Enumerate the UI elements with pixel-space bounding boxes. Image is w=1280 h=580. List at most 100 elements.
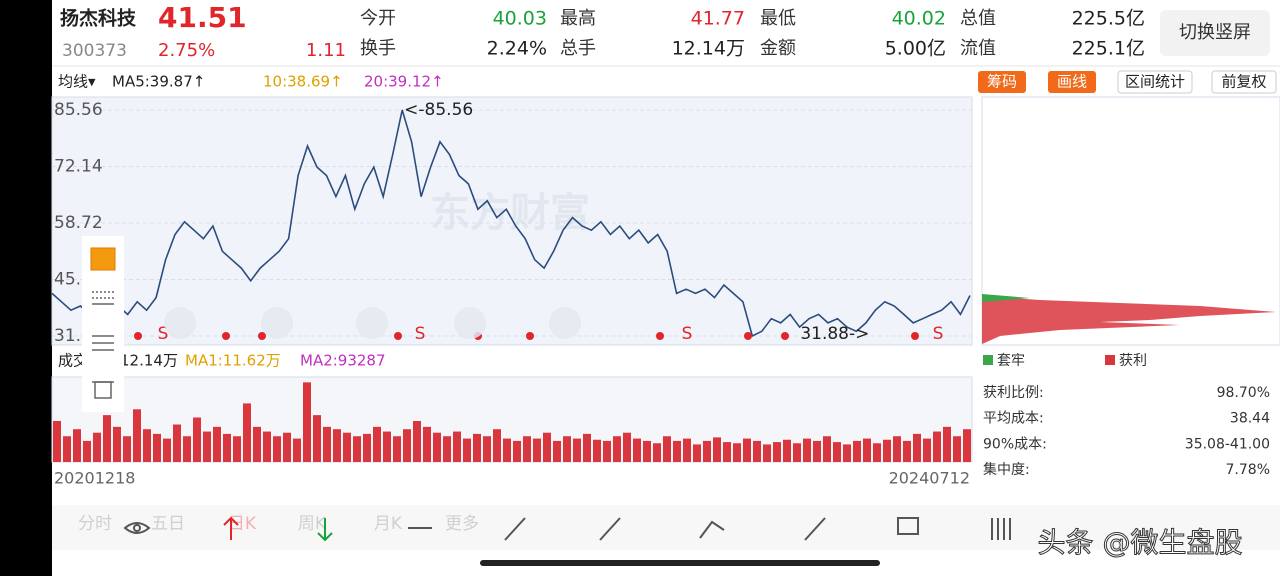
stat-label: 最低 [760,8,796,29]
chart-control[interactable] [356,307,388,339]
volume-bar [813,440,821,462]
home-indicator [480,560,880,566]
stat-value: 225.1亿 [1072,38,1145,60]
volume-bar [553,440,561,462]
stat-label: 最高 [560,8,596,29]
stat-label: 总值 [960,8,996,29]
volume-bar [193,417,201,462]
range-button[interactable] [1117,70,1193,94]
adjust-button[interactable] [1211,70,1277,94]
draw-button[interactable] [1048,71,1096,93]
period-tab[interactable]: 月K [374,514,403,534]
volume-bar [533,438,541,462]
volume-bar [113,426,121,462]
left-edge [0,0,52,576]
legend-swatch [1105,355,1115,365]
orientation-button-label[interactable]: 切换竖屏 [1179,22,1251,43]
volume-bar [623,432,631,462]
chart-control[interactable] [454,307,486,339]
volume-bar [683,438,691,462]
volume-bar [223,433,231,462]
change-pct: 2.75% [158,40,215,61]
period-tab[interactable]: 五日 [151,514,185,534]
chip-profit [982,296,1276,344]
volume-bar [903,440,911,462]
stat-value: 40.02 [892,8,946,30]
chip-stat-value: 38.44 [1230,411,1270,427]
chart-control[interactable] [261,307,293,339]
volume-bar [283,432,291,462]
volume-bar [453,431,461,462]
volume-bar [603,440,611,462]
orientation-button[interactable] [1160,10,1270,56]
volume-bar [263,431,271,462]
ma-selector[interactable]: 均线▾ [58,73,96,91]
volume-bar [433,432,441,462]
volume-bar [923,438,931,462]
period-tab[interactable]: 更多 [445,514,479,534]
draw-tools [123,516,1011,542]
stat-label: 今开 [360,8,396,29]
volume-bar [853,440,861,462]
volume-bar [353,436,361,462]
chip-stat-label: 集中度: [983,461,1030,478]
volume-bar [93,432,101,462]
volume-bar [323,426,331,462]
volume-ma2: MA2:93287 [300,352,386,370]
volume-bar [833,442,841,462]
chart-control[interactable] [164,307,196,339]
volume-bar [503,438,511,462]
y-tick-label: 58.72 [54,213,103,233]
volume-bar [573,438,581,462]
signal-dot [134,332,142,340]
draw-button-label[interactable]: 画线 [1057,73,1087,91]
chip-button[interactable] [978,71,1026,93]
stat-value: 41.77 [691,8,745,30]
volume-bar [163,438,171,462]
volume-bar [873,443,881,462]
volume-ma1: MA1:11.62万 [185,352,281,370]
adjust-button-label[interactable]: 前复权 [1221,73,1266,91]
start-date: 20201218 [54,469,135,488]
volume-bar [893,436,901,462]
signal-dot [744,332,752,340]
volume-bar [493,429,501,462]
signal-dot [222,332,230,340]
range-button-label[interactable]: 区间统计 [1125,73,1185,91]
chip-button-label[interactable]: 筹码 [987,73,1017,91]
volume-bar [83,440,91,462]
legend-swatch [983,355,993,365]
chip-stat-label: 90%成本: [983,436,1047,452]
stat-label: 流值 [960,38,996,59]
volume-bar [253,426,261,462]
volume-bar [463,438,471,462]
stat-value: 40.03 [493,8,547,30]
period-tab[interactable]: 周K [298,514,327,534]
volume-bar [213,426,221,462]
stat-label: 总手 [560,38,596,59]
stat-label: 换手 [360,38,396,59]
change: 1.11 [306,40,346,61]
watermark: 头条 @微生盘股 [1038,526,1243,559]
period-tab[interactable]: 日K [228,514,257,534]
chip-stat-value: 7.78% [1226,462,1270,478]
tool-color[interactable] [90,247,116,271]
volume-bar [943,426,951,462]
volume-bar [563,436,571,462]
volume-bar [513,440,521,462]
volume-bar [953,436,961,462]
volume-bar [793,443,801,462]
period-tab[interactable]: 分时 [78,514,112,534]
chip-stat-label: 获利比例: [983,385,1044,401]
volume-bar [473,433,481,462]
volume-bar [333,429,341,462]
volume-bar [203,431,211,462]
chart-control[interactable] [549,307,581,339]
tool-icons [92,291,114,399]
volume-bar [763,444,771,462]
volume-bar [673,440,681,462]
volume-bar [523,436,531,462]
volume-bar [643,440,651,462]
chip-stat-label: 平均成本: [983,411,1044,427]
